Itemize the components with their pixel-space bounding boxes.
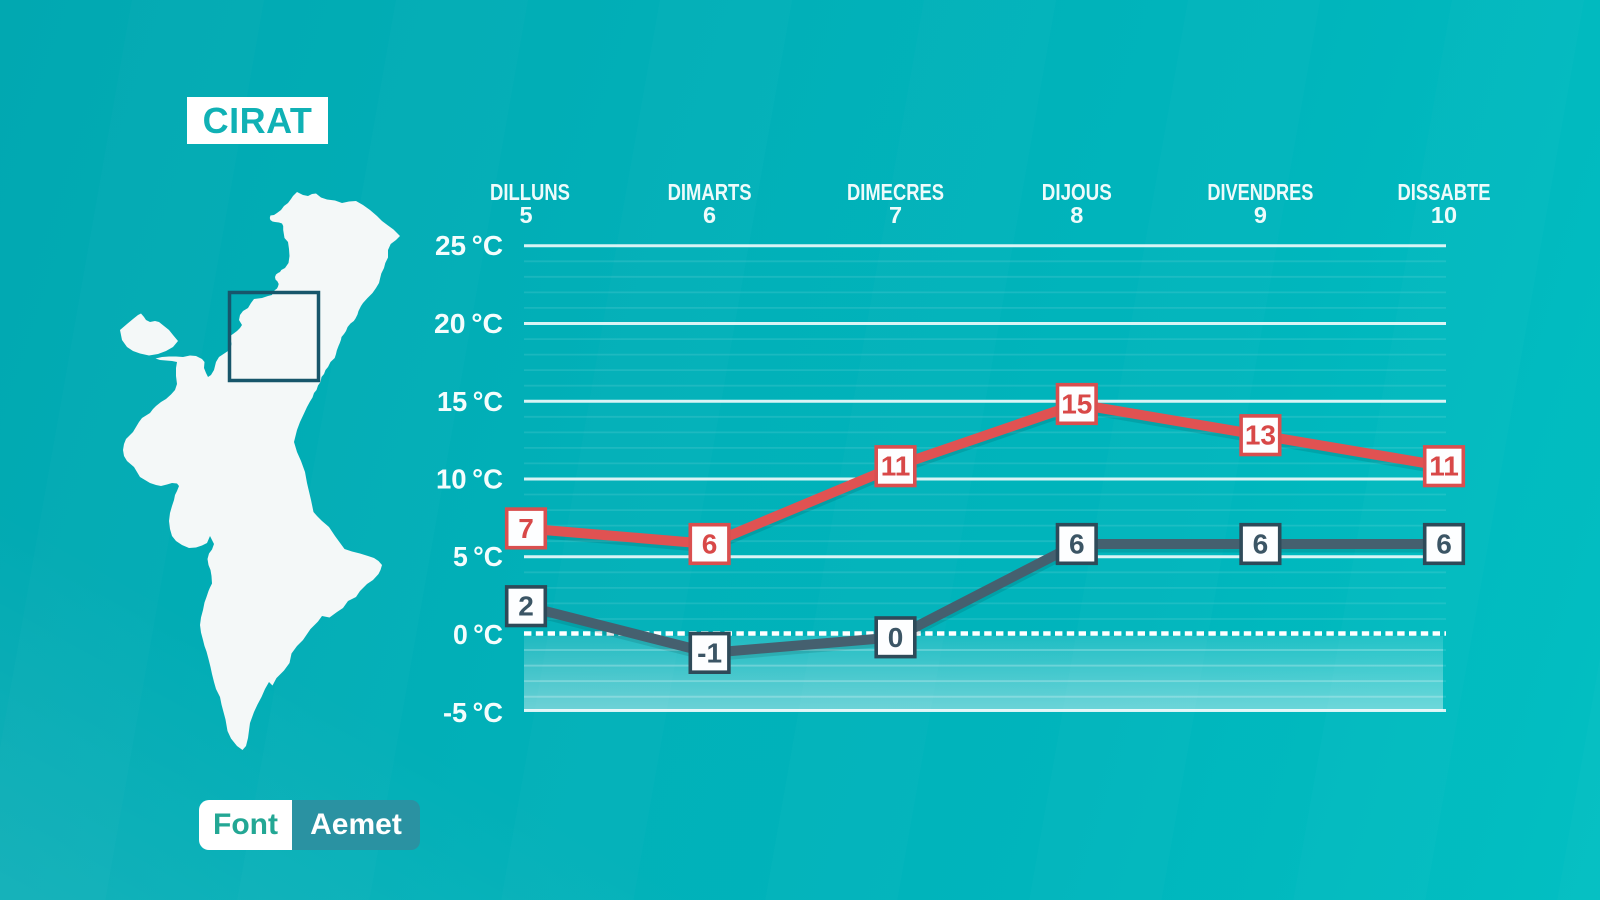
svg-text:2: 2 [518,591,534,622]
svg-text:10 °C: 10 °C [436,464,503,495]
svg-text:11: 11 [1429,451,1459,482]
svg-text:6: 6 [1436,529,1452,560]
svg-text:7: 7 [889,202,902,228]
svg-text:0: 0 [888,622,904,653]
svg-text:DIMARTS: DIMARTS [668,179,752,205]
svg-text:5: 5 [519,202,532,228]
svg-text:DIVENDRES: DIVENDRES [1207,179,1313,205]
svg-text:DILLUNS: DILLUNS [490,179,570,205]
svg-text:6: 6 [1253,529,1269,560]
svg-text:8: 8 [1070,202,1083,228]
svg-text:15: 15 [1061,389,1092,420]
svg-text:13: 13 [1245,420,1276,451]
svg-text:DIMECRES: DIMECRES [847,179,944,205]
svg-text:6: 6 [702,529,718,560]
svg-text:6: 6 [1069,529,1085,560]
svg-text:11: 11 [881,451,911,482]
svg-text:-5 °C: -5 °C [443,697,503,728]
svg-text:15 °C: 15 °C [437,386,503,417]
svg-text:9: 9 [1254,202,1267,228]
svg-text:DISSABTE: DISSABTE [1398,179,1491,205]
svg-text:25 °C: 25 °C [435,230,503,261]
svg-text:DIJOUS: DIJOUS [1042,179,1112,205]
svg-text:5 °C: 5 °C [453,541,503,572]
svg-text:10: 10 [1431,202,1457,228]
svg-text:6: 6 [703,202,716,228]
svg-text:20 °C: 20 °C [434,308,503,339]
svg-text:-1: -1 [697,637,722,668]
svg-text:7: 7 [518,513,534,544]
svg-text:0 °C: 0 °C [453,619,503,650]
